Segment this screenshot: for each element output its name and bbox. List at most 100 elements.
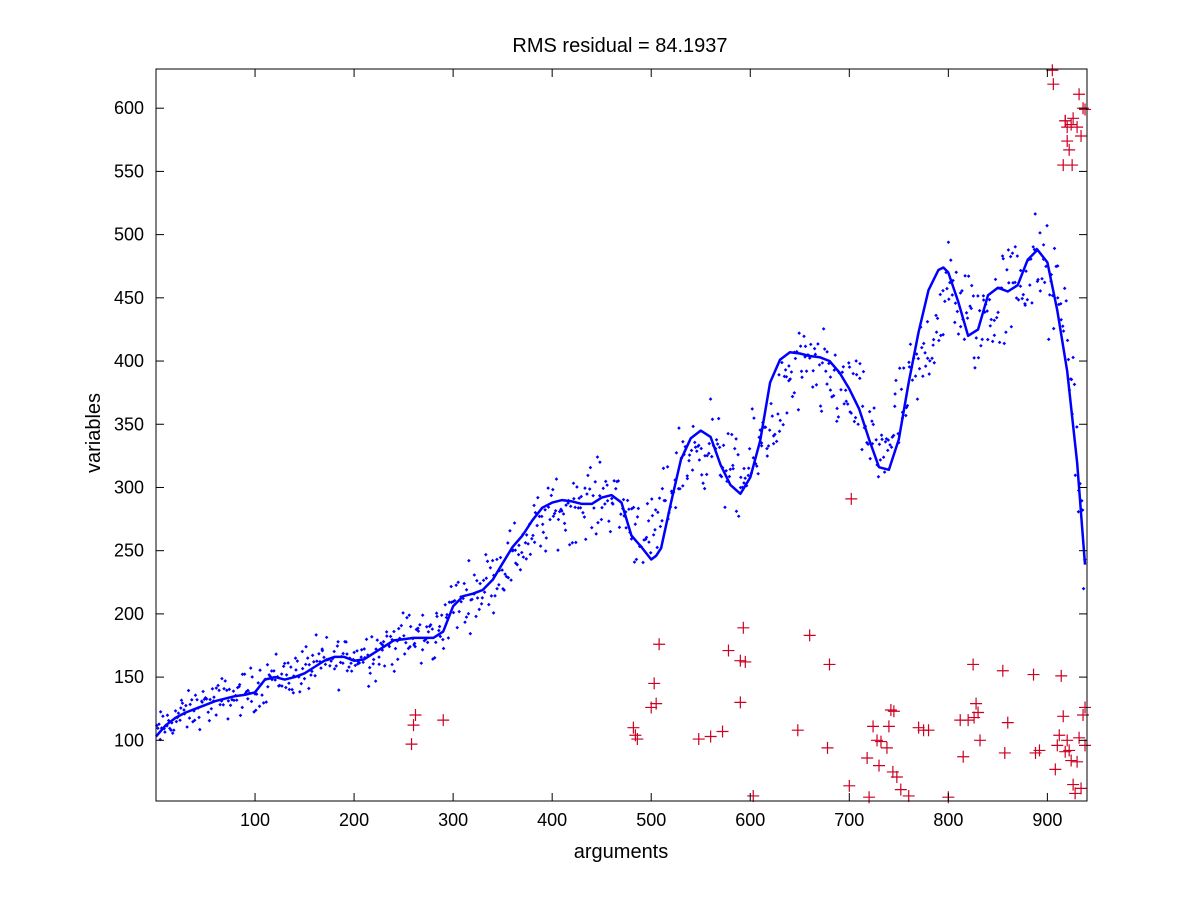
data-dot	[266, 684, 270, 689]
data-dot	[907, 360, 911, 365]
data-dot	[526, 542, 530, 546]
data-dot	[419, 661, 424, 666]
data-dot	[178, 718, 182, 723]
data-dot	[418, 622, 422, 627]
data-dot	[388, 634, 393, 639]
data-dot	[854, 359, 858, 363]
data-dot	[489, 594, 494, 598]
data-dot	[361, 660, 365, 665]
data-dot	[891, 433, 896, 438]
data-dot	[645, 501, 650, 506]
data-dot	[457, 609, 461, 614]
data-dot	[390, 662, 394, 667]
data-dot	[563, 528, 568, 533]
data-dot	[187, 716, 192, 720]
data-dot	[220, 676, 224, 681]
outlier-marker	[1061, 734, 1074, 747]
data-dot	[352, 650, 356, 655]
data-dot	[424, 624, 429, 629]
data-dot	[503, 572, 507, 576]
data-dot	[474, 614, 478, 619]
data-dot	[734, 509, 739, 514]
data-dot	[752, 416, 756, 420]
data-dot	[802, 334, 806, 339]
data-dot	[972, 356, 976, 360]
outlier-marker	[1071, 755, 1084, 768]
data-dot	[192, 718, 197, 723]
data-dot	[402, 652, 407, 656]
data-dot	[719, 474, 724, 479]
data-dot	[408, 644, 412, 649]
data-dot	[992, 333, 997, 338]
data-dot	[725, 479, 729, 484]
data-dot	[564, 503, 568, 507]
outlier-marker	[405, 738, 418, 751]
data-dot	[1013, 245, 1018, 249]
data-dot	[551, 487, 555, 492]
data-dot	[366, 653, 370, 657]
outlier-marker	[861, 752, 874, 765]
data-dot	[905, 403, 910, 408]
data-dot	[808, 342, 813, 347]
data-dot	[916, 356, 921, 361]
data-dot	[188, 702, 192, 707]
data-dot	[482, 590, 487, 594]
data-dot	[621, 497, 626, 502]
outlier-marker	[407, 719, 420, 732]
data-dot	[856, 422, 860, 427]
data-dot	[1064, 299, 1069, 303]
data-dot	[513, 548, 518, 552]
data-dot	[919, 345, 924, 350]
data-dot	[693, 445, 698, 450]
data-dot	[186, 688, 191, 693]
data-dot	[660, 518, 664, 523]
y-tick-label: 300	[114, 477, 144, 497]
data-dot	[594, 532, 598, 536]
data-dot	[825, 350, 829, 354]
data-dot	[359, 655, 363, 659]
data-dot	[392, 669, 397, 674]
data-dot	[163, 730, 167, 734]
data-dot	[524, 557, 529, 561]
outlier-marker	[1075, 130, 1088, 143]
data-dot	[945, 286, 949, 291]
data-dot	[384, 630, 389, 634]
outlier-marker	[1027, 668, 1040, 681]
data-dot	[375, 638, 380, 642]
data-dot	[258, 668, 262, 672]
data-dot	[349, 669, 354, 673]
data-dot	[294, 668, 298, 672]
data-dot	[459, 599, 463, 604]
y-tick-label: 250	[114, 541, 144, 561]
data-dot	[851, 371, 855, 376]
data-dot	[789, 370, 794, 374]
data-dot	[416, 629, 421, 633]
data-dot	[1030, 301, 1034, 305]
data-dot	[860, 404, 865, 409]
data-dot	[990, 339, 995, 344]
data-dot	[588, 465, 593, 470]
data-dot	[1072, 382, 1077, 387]
data-dot	[530, 536, 534, 541]
data-dot	[655, 545, 660, 550]
data-dot	[531, 533, 535, 538]
data-dot	[548, 517, 552, 522]
data-dot	[716, 416, 721, 421]
data-dot	[315, 659, 319, 663]
data-dot	[174, 719, 179, 724]
data-dot	[300, 666, 305, 671]
data-dot	[257, 704, 262, 709]
data-dot	[778, 418, 783, 423]
data-dot	[523, 540, 528, 545]
data-dot	[907, 365, 912, 369]
data-dot	[739, 475, 743, 480]
data-dot	[561, 512, 566, 516]
data-dot	[282, 661, 287, 666]
data-dot	[836, 415, 841, 419]
data-dot	[677, 426, 681, 430]
data-dot	[811, 368, 815, 373]
data-dot	[568, 504, 573, 509]
data-dot	[742, 466, 746, 471]
outlier-marker	[1057, 710, 1070, 723]
outlier-marker	[884, 703, 897, 716]
